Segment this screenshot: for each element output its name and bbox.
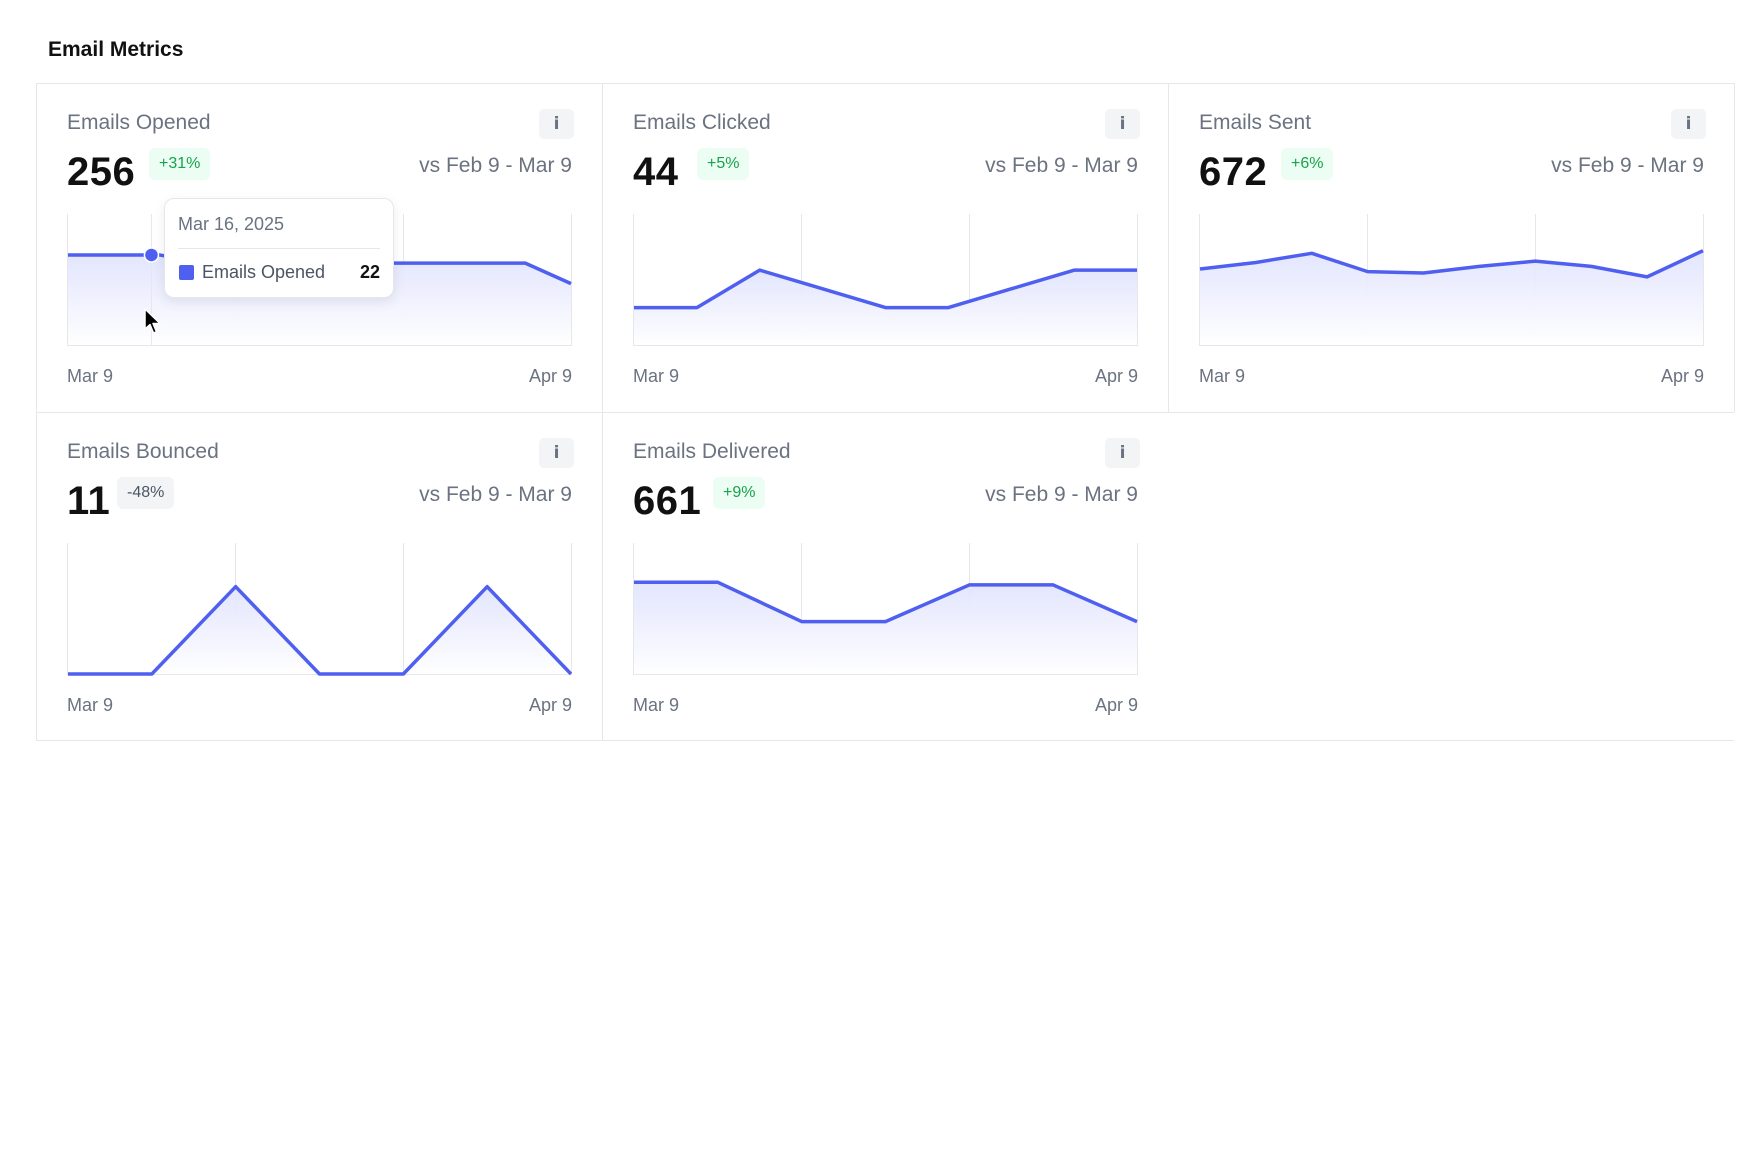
card-title: Emails Opened [67,111,211,134]
series-line [1199,249,1704,279]
info-icon[interactable]: i [539,109,574,139]
series-area [1200,250,1703,345]
tooltip-value: 22 [359,262,380,282]
info-icon[interactable]: i [1105,438,1140,468]
grid-border [36,740,1734,741]
comparison-period: vs Feb 9 - Mar 9 [985,154,1138,177]
comparison-period: vs Feb 9 - Mar 9 [419,483,572,506]
info-icon[interactable]: i [1671,109,1706,139]
metric-card-emails-clicked: Emails Clicked i 44 +5% vs Feb 9 - Mar 9… [602,83,1168,412]
card-title: Emails Delivered [633,440,791,463]
x-axis-end-label: Apr 9 [528,366,572,386]
series-line [634,268,1137,310]
x-axis-start-label: Mar 9 [1199,366,1246,386]
x-axis-start-label: Mar 9 [67,695,114,715]
info-icon[interactable]: i [539,438,574,468]
comparison-period: vs Feb 9 - Mar 9 [985,483,1138,506]
sparkline-chart[interactable] [67,543,572,676]
x-axis-end-label: Apr 9 [1660,366,1704,386]
tooltip-divider [178,248,380,249]
mouse-cursor-icon [144,308,161,334]
highlighted-point [143,247,160,263]
sparkline-chart[interactable] [1199,214,1704,347]
sparkline-chart[interactable] [633,214,1138,347]
metrics-grid: Emails Opened i 256 +31% vs Feb 9 - Mar … [36,83,1735,741]
tooltip-series-label: Emails Opened [202,262,326,282]
x-axis-end-label: Apr 9 [1094,366,1138,386]
comparison-period: vs Feb 9 - Mar 9 [419,154,572,177]
x-axis-start-label: Mar 9 [633,695,680,715]
metric-value: 44 [633,150,679,194]
series-line [68,584,572,676]
card-title: Emails Sent [1199,111,1312,134]
metric-card-emails-sent: Emails Sent i 672 +6% vs Feb 9 - Mar 9 M… [1168,83,1734,412]
tooltip-date: Mar 16, 2025 [178,214,285,234]
series-area [634,582,1137,674]
series-line [634,580,1138,624]
metric-card-emails-bounced: Emails Bounced i 11 -48% vs Feb 9 - Mar … [36,412,602,741]
change-badge: -48% [117,477,175,509]
metric-card-emails-delivered: Emails Delivered i 661 +9% vs Feb 9 - Ma… [602,412,1168,741]
change-badge: +5% [697,148,750,180]
x-axis-start-label: Mar 9 [633,366,680,386]
series-area [68,586,571,674]
metric-value: 672 [1199,150,1268,194]
grid-border [1734,83,1735,412]
metric-value: 661 [633,479,702,523]
metric-value: 11 [67,479,111,523]
grid-border [1168,412,1734,413]
change-badge: +6% [1281,148,1334,180]
card-title: Emails Clicked [633,111,771,134]
page-title: Email Metrics [48,38,184,61]
x-axis-end-label: Apr 9 [528,695,572,715]
x-axis-end-label: Apr 9 [1094,695,1138,715]
metric-value: 256 [67,150,136,194]
sparkline-chart[interactable] [633,543,1138,676]
comparison-period: vs Feb 9 - Mar 9 [1551,154,1704,177]
tooltip-series-swatch [179,265,194,280]
change-badge: +31% [149,148,211,180]
x-axis-start-label: Mar 9 [67,366,114,386]
card-title: Emails Bounced [67,440,219,463]
change-badge: +9% [713,477,766,509]
chart-tooltip: Mar 16, 2025 Emails Opened 22 [164,198,394,298]
info-icon[interactable]: i [1105,109,1140,139]
